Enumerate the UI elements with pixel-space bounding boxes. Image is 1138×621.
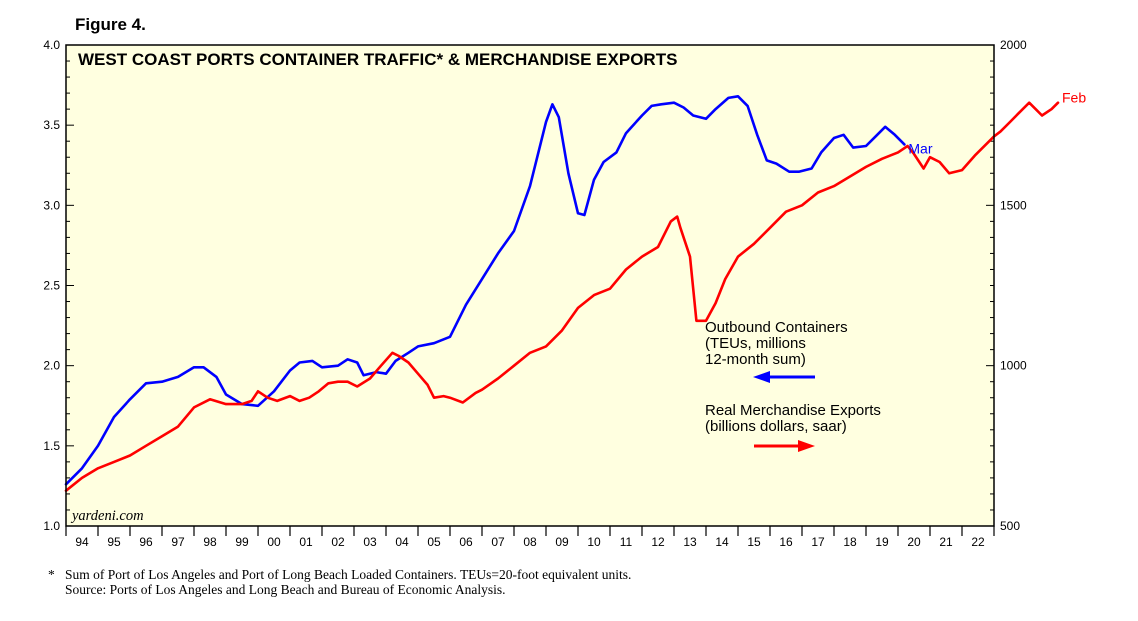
x-axis-tick-label: 22 <box>971 535 985 549</box>
right-axis-tick-label: 500 <box>1000 519 1020 533</box>
x-axis-tick-label: 99 <box>235 535 249 549</box>
merchandise-exports-end-label: Feb <box>1062 90 1086 106</box>
footnote-line-2: Source: Ports of Los Angeles and Long Be… <box>65 582 506 597</box>
outbound-containers-legend-text: 12-month sum) <box>705 351 806 368</box>
footnote-line-1: Sum of Port of Los Angeles and Port of L… <box>65 567 632 582</box>
outbound-containers-legend-arrowhead <box>753 371 770 383</box>
yardeni-watermark: yardeni.com <box>70 508 144 524</box>
x-axis-tick-label: 08 <box>523 535 537 549</box>
right-axis-tick-label: 1500 <box>1000 198 1027 212</box>
x-axis-tick-label: 03 <box>363 535 377 549</box>
x-axis-tick-label: 17 <box>811 535 825 549</box>
x-axis-tick-label: 09 <box>555 535 569 549</box>
x-axis-tick-label: 07 <box>491 535 505 549</box>
left-axis-tick-label: 3.0 <box>43 198 60 212</box>
plot-frame <box>65 44 995 527</box>
x-axis-tick-label: 15 <box>747 535 761 549</box>
chart-title: WEST COAST PORTS CONTAINER TRAFFIC* & ME… <box>78 50 677 69</box>
merchandise-exports-legend-text: (billions dollars, saar) <box>705 418 847 435</box>
plot-background <box>66 45 994 526</box>
x-axis-tick-label: 04 <box>395 535 409 549</box>
x-axis-tick-label: 18 <box>843 535 857 549</box>
outbound-containers-legend-text: (TEUs, millions <box>705 335 806 352</box>
figure-label: Figure 4. <box>75 15 146 34</box>
x-axis-tick-label: 02 <box>331 535 345 549</box>
x-axis-tick-label: 21 <box>939 535 953 549</box>
x-axis-tick-label: 94 <box>75 535 89 549</box>
left-axis-tick-label: 2.0 <box>43 359 60 373</box>
outbound-containers-line <box>64 95 906 486</box>
right-axis-tick-label: 2000 <box>1000 38 1027 52</box>
x-axis-tick-label: 95 <box>107 535 121 549</box>
merchandise-exports-legend-arrowhead <box>798 440 815 452</box>
x-axis-tick-label: 01 <box>299 535 313 549</box>
x-axis-tick-label: 10 <box>587 535 601 549</box>
footnote-marker: * <box>48 567 55 582</box>
left-axis-tick-label: 1.5 <box>43 439 60 453</box>
merchandise-exports-legend-text: Real Merchandise Exports <box>705 402 881 419</box>
outbound-containers-legend-text: Outbound Containers <box>705 319 848 336</box>
x-axis-tick-label: 11 <box>620 535 633 549</box>
x-axis-tick-label: 12 <box>651 535 665 549</box>
merchandise-exports-line <box>64 101 1060 493</box>
x-axis-tick-label: 16 <box>779 535 793 549</box>
x-axis-tick-label: 96 <box>139 535 153 549</box>
x-axis-tick-label: 13 <box>683 535 697 549</box>
x-axis-tick-label: 20 <box>907 535 921 549</box>
left-axis-tick-label: 1.0 <box>43 519 60 533</box>
outbound-containers-end-label: Mar <box>908 140 932 156</box>
x-axis-tick-label: 97 <box>171 535 185 549</box>
series-layer <box>64 95 1060 493</box>
x-axis-tick-label: 14 <box>715 535 729 549</box>
x-axis-tick-label: 19 <box>875 535 889 549</box>
footnote: * Sum of Port of Los Angeles and Port of … <box>48 567 631 597</box>
x-axis-tick-label: 00 <box>267 535 281 549</box>
x-axis-tick-label: 05 <box>427 535 441 549</box>
left-axis-tick-label: 4.0 <box>43 38 60 52</box>
x-axis-tick-label: 98 <box>203 535 217 549</box>
left-axis-tick-label: 3.5 <box>43 118 60 132</box>
legend: Outbound Containers(TEUs, millions12-mon… <box>705 319 881 452</box>
x-axis-tick-label: 06 <box>459 535 473 549</box>
left-axis-tick-label: 2.5 <box>43 279 60 293</box>
right-axis-tick-label: 1000 <box>1000 359 1027 373</box>
